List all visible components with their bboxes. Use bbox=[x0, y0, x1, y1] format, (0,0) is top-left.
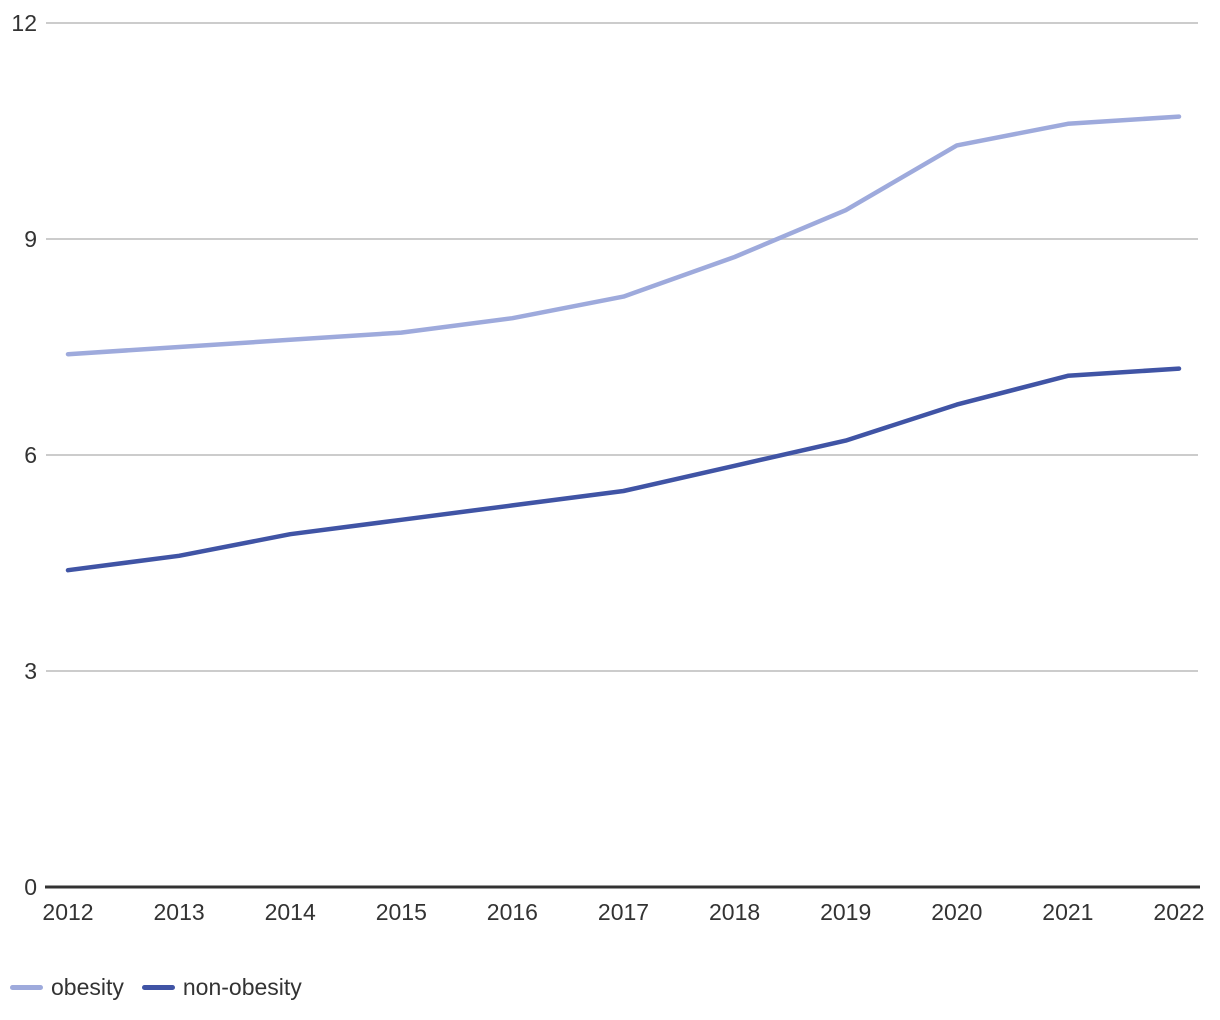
x-tick-label-2021: 2021 bbox=[1042, 899, 1094, 925]
x-tick-label-2015: 2015 bbox=[375, 899, 427, 925]
x-tick-label-2017: 2017 bbox=[597, 899, 650, 925]
legend-label-non-obesity: non-obesity bbox=[182, 974, 302, 1000]
y-tick-label-6: 6 bbox=[24, 442, 37, 468]
legend-label-obesity: obesity bbox=[51, 974, 124, 1000]
legend-item-non-obesity: non-obesity bbox=[141, 974, 302, 1000]
x-tick-label-2020: 2020 bbox=[931, 899, 983, 925]
legend-item-obesity: obesity bbox=[10, 975, 124, 999]
x-tick-label-2014: 2014 bbox=[264, 899, 316, 925]
y-tick-label-9: 9 bbox=[24, 226, 37, 252]
x-tick-label-2018: 2018 bbox=[709, 899, 761, 925]
y-tick-label-12: 12 bbox=[11, 10, 37, 36]
x-tick-label-2013: 2013 bbox=[153, 899, 205, 925]
x-tick-label-2022: 2022 bbox=[1153, 899, 1205, 925]
series-line-obesity bbox=[65, 114, 1182, 357]
x-tick-label-2016: 2016 bbox=[486, 899, 538, 925]
y-tick-label-3: 3 bbox=[24, 658, 37, 684]
legend-swatch-obesity bbox=[10, 984, 43, 990]
y-tick-label-0: 0 bbox=[24, 874, 37, 900]
chart-legend: obesity non-obesity bbox=[10, 975, 302, 999]
x-tick-label-2019: 2019 bbox=[820, 899, 872, 925]
series-line-non-obesity bbox=[65, 366, 1182, 573]
legend-swatch-non-obesity bbox=[141, 984, 175, 990]
x-tick-label-2012: 2012 bbox=[42, 899, 94, 925]
